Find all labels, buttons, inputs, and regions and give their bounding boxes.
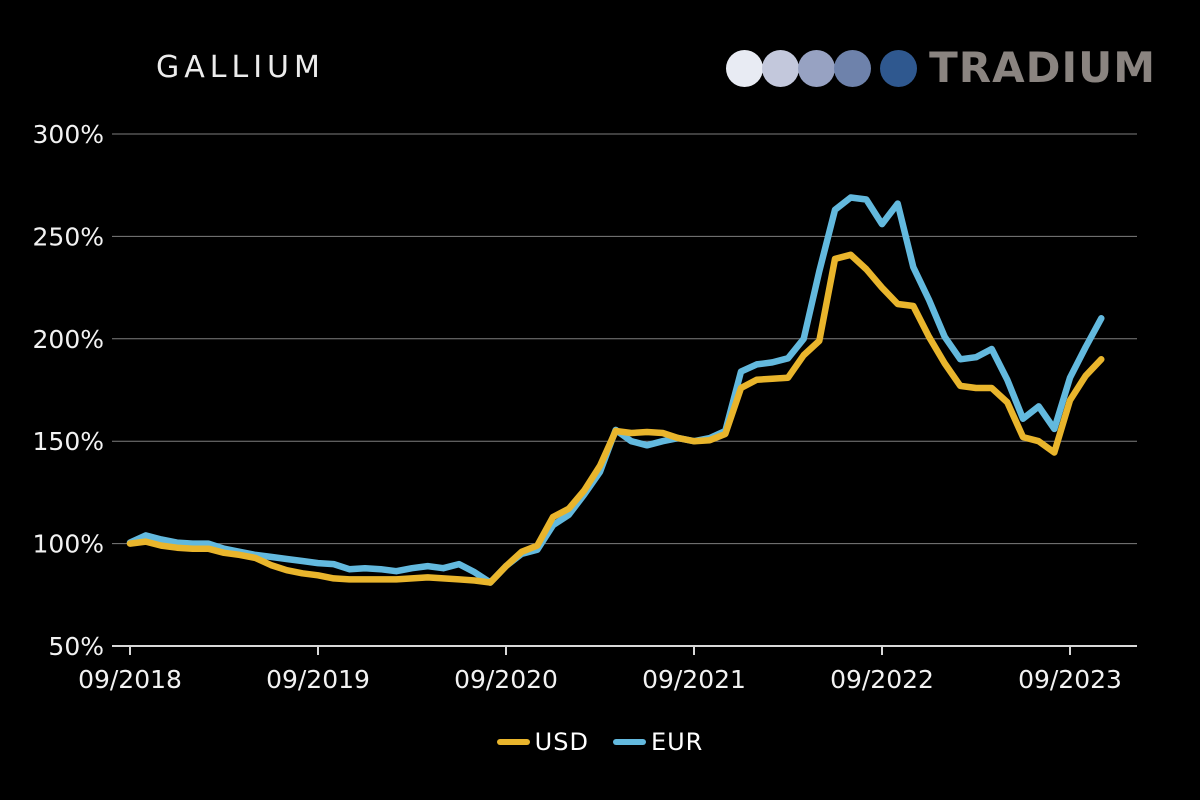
logo-dot-icon bbox=[762, 49, 800, 87]
x-tick-label: 09/2020 bbox=[454, 665, 558, 694]
logo-dot-icon bbox=[798, 49, 836, 87]
legend-label-usd: USD bbox=[534, 728, 589, 756]
y-tick-label: 200% bbox=[33, 325, 104, 354]
y-tick-label: 250% bbox=[33, 222, 104, 251]
y-tick-label: 150% bbox=[33, 427, 104, 456]
y-tick-label: 100% bbox=[33, 530, 104, 559]
x-tick-label: 09/2019 bbox=[266, 665, 370, 694]
usd-line bbox=[126, 251, 1105, 586]
legend-label-eur: EUR bbox=[650, 728, 704, 756]
legend-item-eur: EUR bbox=[612, 728, 704, 756]
eur-line-swatch-icon bbox=[612, 739, 646, 745]
x-tick-label: 09/2018 bbox=[78, 665, 182, 694]
logo-dots-icon bbox=[726, 49, 918, 87]
logo-dot-icon bbox=[726, 49, 764, 87]
legend: USD EUR bbox=[0, 728, 1200, 756]
logo-dot-icon bbox=[834, 49, 872, 87]
x-tick-label: 09/2023 bbox=[1018, 665, 1122, 694]
x-tick-label: 09/2021 bbox=[642, 665, 746, 694]
usd-line-swatch-icon bbox=[496, 739, 530, 745]
y-tick-label: 300% bbox=[33, 120, 104, 149]
tradium-logo: TRADIUM bbox=[726, 43, 1156, 92]
eur-line bbox=[126, 194, 1105, 586]
legend-item-usd: USD bbox=[496, 728, 589, 756]
logo-dot-icon bbox=[880, 49, 918, 87]
logo-wordmark: TRADIUM bbox=[929, 43, 1156, 92]
page-title: GALLIUM bbox=[156, 50, 325, 85]
y-tick-label: 50% bbox=[48, 632, 104, 661]
x-tick-label: 09/2022 bbox=[830, 665, 934, 694]
